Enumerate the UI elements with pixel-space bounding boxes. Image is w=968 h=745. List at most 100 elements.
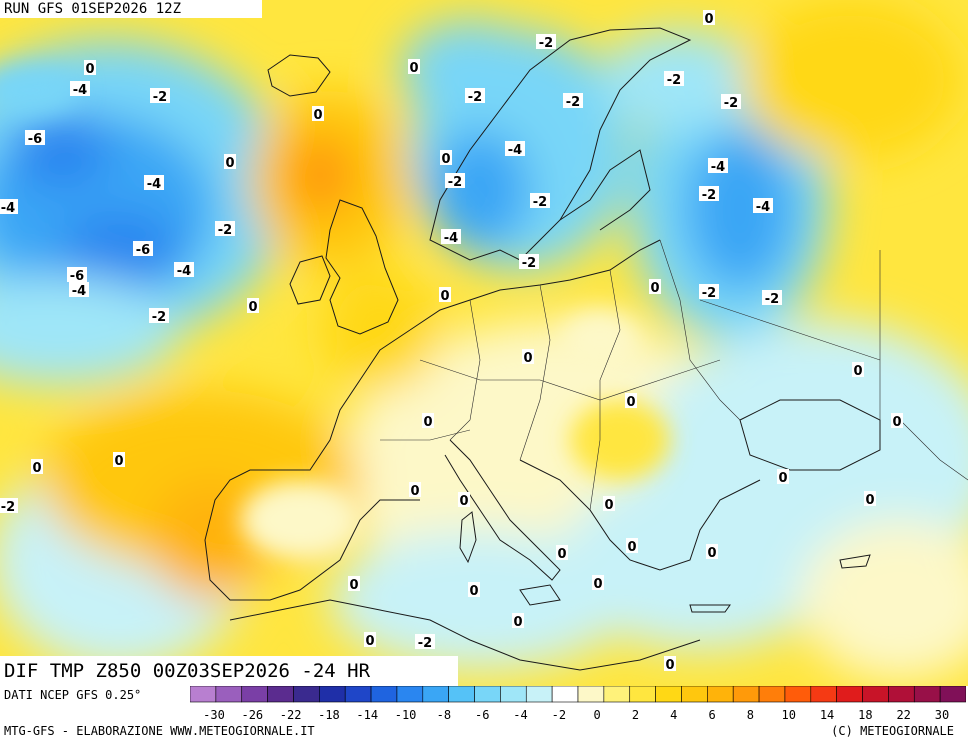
map-value-label-bg [891, 413, 903, 428]
legend-tick-label: -30 [203, 708, 225, 722]
map-value-label: 0 [423, 415, 432, 430]
map-value-label-bg [149, 308, 169, 323]
map-value-label: -4 [177, 264, 191, 279]
map-value-label-bg [465, 88, 485, 103]
data-source: DATI NCEP GFS 0.25° [4, 688, 142, 702]
map-value-label: 0 [440, 289, 449, 304]
map-value-label: -4 [147, 177, 161, 192]
legend-swatch [862, 686, 889, 703]
copyright-text: (C) METEOGIORNALE [831, 724, 954, 738]
legend-swatch [551, 686, 579, 703]
map-value-label-bg [215, 221, 235, 236]
map-value-label: 0 [627, 540, 636, 555]
map-value-label: -2 [153, 90, 167, 105]
legend-swatch [681, 686, 708, 703]
map-value-label: -6 [28, 132, 42, 147]
legend-swatch [215, 686, 243, 703]
legend-swatch [396, 686, 424, 703]
map-value-label: 0 [865, 493, 874, 508]
map-value-label-bg [0, 498, 18, 513]
map-value-label: -2 [765, 292, 779, 307]
legend-swatch [577, 686, 605, 703]
map-value-label-bg [603, 496, 615, 511]
map-value-label: -4 [73, 83, 87, 98]
legend-swatch [370, 686, 398, 703]
map-value-label: -4 [711, 160, 725, 175]
legend-swatch [707, 686, 734, 703]
map-value-label: -2 [539, 36, 553, 51]
legend-swatch [758, 686, 786, 703]
map-value-label-bg [364, 632, 376, 647]
map-value-label: 0 [114, 454, 123, 469]
legend-tick-label: -26 [241, 708, 263, 722]
map-value-label-bg [224, 154, 236, 169]
map-value-label: 0 [593, 577, 602, 592]
map-value-label: 0 [469, 584, 478, 599]
map-value-label: -2 [218, 223, 232, 238]
map-value-label-bg [458, 492, 470, 507]
legend-swatch [732, 686, 760, 703]
map-value-label: -2 [702, 286, 716, 301]
map-value-label: -6 [70, 269, 84, 284]
map-value-label-bg [592, 575, 604, 590]
map-value-label-bg [563, 93, 583, 108]
legend-swatch [267, 686, 294, 703]
map-value-label: 0 [704, 12, 713, 27]
map-value-label-bg [625, 393, 637, 408]
legend-swatch [293, 686, 320, 703]
legend-swatch [448, 686, 475, 703]
legend-tick-label: -4 [513, 708, 527, 722]
legend-tick-label: 30 [935, 708, 949, 722]
map-value-label: -2 [724, 96, 738, 111]
legend-swatch [836, 686, 863, 703]
map-value-label-bg [522, 349, 534, 364]
map-value-label-bg [441, 229, 461, 244]
map-value-label-bg [67, 267, 87, 282]
map-value-label: 0 [459, 494, 468, 509]
legend-tick-label: 6 [708, 708, 715, 722]
temperature-anomaly-map: 0 0 0 -4 -2 -2 -2 -2 -2 -2 0 -6 0 0 -4 -2 -4 -4 -2 -2 -4 -4 -2… [0, 0, 968, 686]
map-value-label-bg [415, 634, 435, 649]
map-value-label-bg [753, 198, 773, 213]
map-value-label: -4 [444, 231, 458, 246]
map-value-label-bg [864, 491, 876, 506]
legend-tick-label: -6 [475, 708, 489, 722]
map-value-label-bg [852, 362, 864, 377]
map-value-label-bg [150, 88, 170, 103]
legend-swatch [319, 686, 346, 703]
map-value-label-bg [721, 94, 741, 109]
legend-swatch [344, 686, 372, 703]
map-value-label: 0 [313, 108, 322, 123]
map-value-label: 0 [665, 658, 674, 673]
legend-tick-label: -10 [395, 708, 417, 722]
legend-tick-label: 4 [670, 708, 677, 722]
map-value-label: 0 [853, 364, 862, 379]
map-value-label: -4 [508, 143, 522, 158]
map-value-label-bg [703, 10, 715, 25]
map-value-label: 0 [365, 634, 374, 649]
map-value-label-bg [505, 141, 525, 156]
map-value-label-bg [25, 130, 45, 145]
map-value-label: 0 [650, 281, 659, 296]
legend-tick-label: 0 [594, 708, 601, 722]
map-value-label: 0 [626, 395, 635, 410]
map-value-label: -2 [533, 195, 547, 210]
map-value-label: 0 [410, 484, 419, 499]
map-value-label-bg [777, 469, 789, 484]
map-value-label-bg [408, 59, 420, 74]
map-value-label: -2 [1, 500, 15, 515]
map-value-label-bg [113, 452, 125, 467]
map-value-label-bg [649, 279, 661, 294]
legend-swatch [500, 686, 527, 703]
map-value-label-bg [422, 413, 434, 428]
legend-swatch [655, 686, 682, 703]
map-value-label: -2 [702, 188, 716, 203]
map-value-label-bg [84, 60, 96, 75]
footer: DATI NCEP GFS 0.25° -30 -26 -22 -18 -14 -10 -8… [0, 686, 968, 745]
map-value-label: -2 [667, 73, 681, 88]
legend-tick-label: -14 [356, 708, 378, 722]
map-value-label: -2 [468, 90, 482, 105]
product-label: DIF TMP Z850 00Z03SEP2026 -24 HR [0, 656, 458, 686]
map-value-label: 0 [32, 461, 41, 476]
map-value-label-bg [409, 482, 421, 497]
